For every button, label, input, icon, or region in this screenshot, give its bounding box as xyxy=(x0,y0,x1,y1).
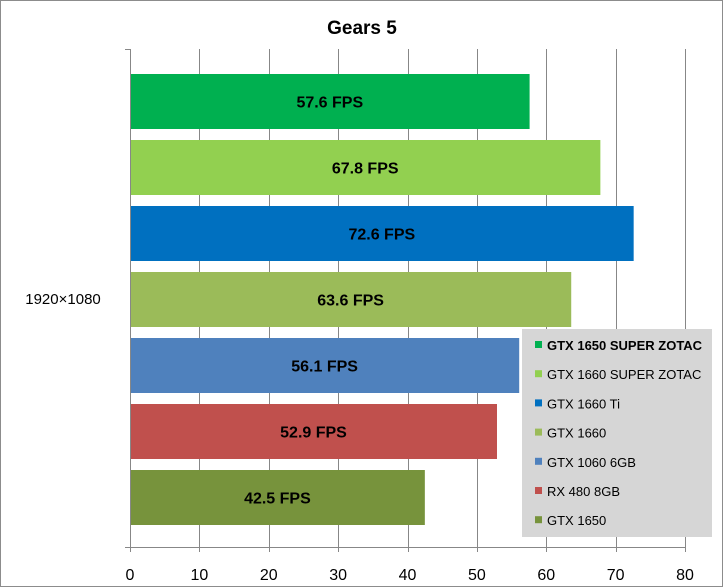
x-tick-label-50: 50 xyxy=(468,567,486,584)
x-tick-label-40: 40 xyxy=(399,567,417,584)
legend-label-1: GTX 1650 SUPER ZOTAC xyxy=(547,338,703,353)
bar-label-4: 63.6 FPS xyxy=(317,293,384,310)
bar-label-6: 52.9 FPS xyxy=(280,425,347,442)
legend-swatch-6 xyxy=(535,487,542,494)
x-tick-label-70: 70 xyxy=(607,567,625,584)
bar-2 xyxy=(131,140,601,195)
category-label: 1920×1080 xyxy=(25,291,101,308)
bar-label-5: 56.1 FPS xyxy=(291,359,358,376)
legend-label-6: RX 480 8GB xyxy=(547,484,620,499)
bar-label-3: 72.6 FPS xyxy=(348,227,415,244)
bar-4 xyxy=(131,272,572,327)
legend-label-7: GTX 1650 xyxy=(547,513,606,528)
bar-6 xyxy=(131,404,497,459)
axes: 0 10 20 30 40 50 60 70 80 xyxy=(125,49,694,584)
legend: GTX 1650 SUPER ZOTAC GTX 1660 SUPER ZOTAC… xyxy=(522,329,712,537)
bar-3 xyxy=(131,206,634,261)
legend-swatch-4 xyxy=(535,428,542,436)
x-tick-label-30: 30 xyxy=(329,567,347,584)
bars: 57.6 FPS 67.8 FPS 72.6 FPS 63.6 FPS 56.1 FPS… xyxy=(131,74,634,525)
legend-swatch-1 xyxy=(535,341,542,348)
x-tick-label-80: 80 xyxy=(676,567,694,584)
bar-label-7: 42.5 FPS xyxy=(244,491,311,508)
x-tick-label-10: 10 xyxy=(190,567,208,584)
chart-title: Gears 5 xyxy=(327,18,397,39)
legend-label-3: GTX 1660 Ti xyxy=(547,396,620,411)
x-tick-label-60: 60 xyxy=(537,567,555,584)
bar-5 xyxy=(131,338,520,393)
x-tick-label-0: 0 xyxy=(126,567,135,584)
legend-swatch-2 xyxy=(535,370,542,378)
legend-label-4: GTX 1660 xyxy=(547,426,606,441)
bar-label-1: 57.6 FPS xyxy=(296,95,363,112)
legend-swatch-5 xyxy=(535,457,542,465)
legend-swatch-7 xyxy=(535,516,542,524)
legend-label-5: GTX 1060 6GB xyxy=(547,455,636,470)
x-tick-label-20: 20 xyxy=(260,567,278,584)
bar-7 xyxy=(131,470,425,525)
legend-label-2: GTX 1660 SUPER ZOTAC xyxy=(547,367,701,382)
bar-1 xyxy=(131,74,530,129)
legend-box xyxy=(522,329,712,537)
bar-label-2: 67.8 FPS xyxy=(332,161,399,178)
legend-swatch-3 xyxy=(535,399,542,407)
